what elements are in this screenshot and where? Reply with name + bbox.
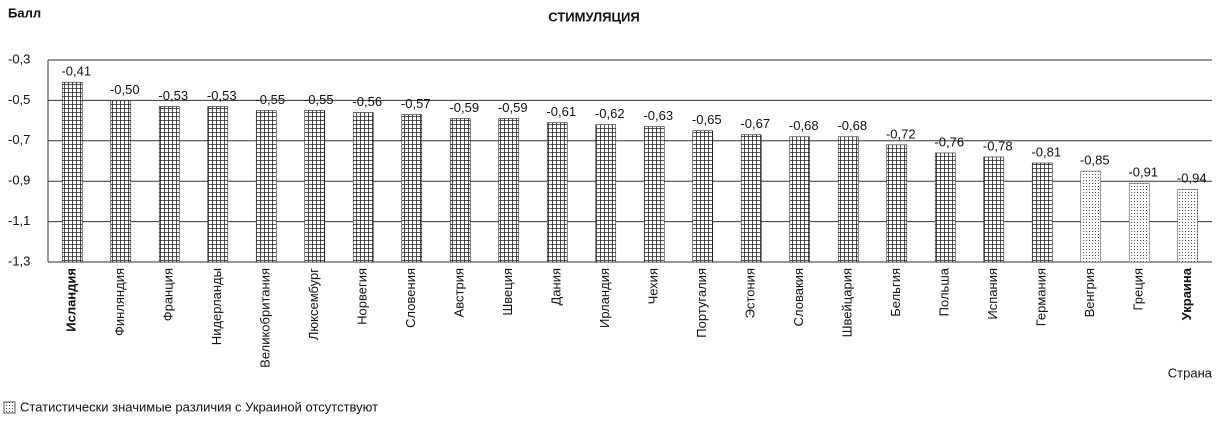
bar	[255, 110, 277, 263]
x-tick-label: Словения	[403, 268, 418, 328]
chart-title: СТИМУЛЯЦИЯ	[548, 9, 639, 24]
data-label: -0,53	[207, 88, 237, 103]
x-tick-label: Великобритания	[258, 268, 273, 368]
data-label: -0,67	[740, 116, 770, 131]
data-label: -0,55	[304, 92, 334, 107]
x-tick-label: Греция	[1131, 268, 1146, 311]
bar	[643, 126, 665, 263]
data-label: -0,85	[1080, 153, 1110, 168]
y-tick-label: -1,3	[8, 253, 30, 268]
y-tick-label: -0,3	[8, 51, 30, 66]
x-tick-label: Польша	[937, 267, 952, 316]
bar	[789, 136, 811, 263]
data-label: -0,78	[983, 138, 1013, 153]
x-tick-label: Испания	[985, 268, 1000, 320]
data-label: -0,68	[837, 118, 867, 133]
data-label: -0,57	[401, 96, 431, 111]
data-label: -0,56	[352, 94, 382, 109]
x-tick-label: Венгрия	[1082, 268, 1097, 317]
data-label: -0,91	[1128, 165, 1158, 180]
data-label: -0,63	[643, 108, 673, 123]
data-label: -0,55	[255, 92, 285, 107]
x-tick-label: Австрия	[452, 268, 467, 317]
bar	[934, 152, 956, 263]
bar	[983, 156, 1005, 263]
legend-swatch	[3, 401, 16, 414]
y-tick-label: -0,5	[8, 92, 30, 107]
x-tick-label: Португалия	[694, 268, 709, 338]
x-tick-label: Чехия	[646, 268, 661, 304]
data-label: -0,50	[110, 82, 140, 97]
y-tick-label: -1,1	[8, 213, 30, 228]
data-label: -0,68	[789, 118, 819, 133]
x-tick-label: Словакия	[791, 268, 806, 326]
x-tick-label: Германия	[1034, 268, 1049, 326]
bar	[595, 124, 617, 263]
y-axis-label: Балл	[8, 5, 41, 20]
bar	[692, 130, 714, 263]
data-label: -0,81	[1031, 144, 1061, 159]
data-label: -0,53	[158, 88, 188, 103]
bar	[546, 122, 568, 263]
x-tick-label: Ирландия	[597, 268, 612, 328]
x-tick-label: Исландия	[64, 268, 79, 332]
bar	[740, 134, 762, 263]
y-tick-label: -0,9	[8, 173, 30, 188]
y-tick-label: -0,7	[8, 132, 30, 147]
x-tick-label: Швейцария	[840, 268, 855, 337]
data-label: -0,65	[692, 112, 722, 127]
x-tick-label: Финляндия	[112, 268, 127, 336]
bar	[1128, 182, 1150, 263]
x-tick-label: Швеция	[500, 268, 515, 316]
data-label: -0,62	[595, 106, 625, 121]
x-tick-label: Франция	[161, 268, 176, 321]
x-tick-label: Норвегия	[355, 268, 370, 325]
x-axis-label: Страна	[1168, 365, 1213, 380]
bar	[110, 100, 132, 263]
data-label: -0,94	[1177, 171, 1207, 186]
x-tick-label: Дания	[549, 268, 564, 306]
bar	[837, 136, 859, 263]
bar	[498, 118, 520, 263]
x-tick-label: Нидерланды	[209, 268, 224, 345]
bar	[401, 114, 423, 263]
x-tick-label: Эстония	[743, 268, 758, 318]
data-label: -0,76	[934, 134, 964, 149]
bar	[304, 110, 326, 263]
bar	[1080, 170, 1102, 263]
x-tick-label: Люксембург	[306, 268, 321, 340]
x-tick-label: Украина	[1179, 267, 1194, 320]
data-label: -0,59	[449, 100, 479, 115]
bar	[886, 144, 908, 263]
bar	[1031, 162, 1053, 263]
bar	[207, 106, 229, 263]
data-label: -0,72	[886, 126, 916, 141]
data-label: -0,59	[498, 100, 528, 115]
bar	[61, 81, 83, 263]
data-label: -0,61	[546, 104, 576, 119]
legend-label: Статистически значимые различия с Украин…	[20, 399, 378, 414]
bar	[158, 106, 180, 263]
bar	[1177, 188, 1199, 263]
data-label: -0,41	[61, 64, 91, 79]
bar	[352, 112, 374, 263]
x-tick-label: Бельгия	[888, 268, 903, 317]
bar	[449, 118, 471, 263]
